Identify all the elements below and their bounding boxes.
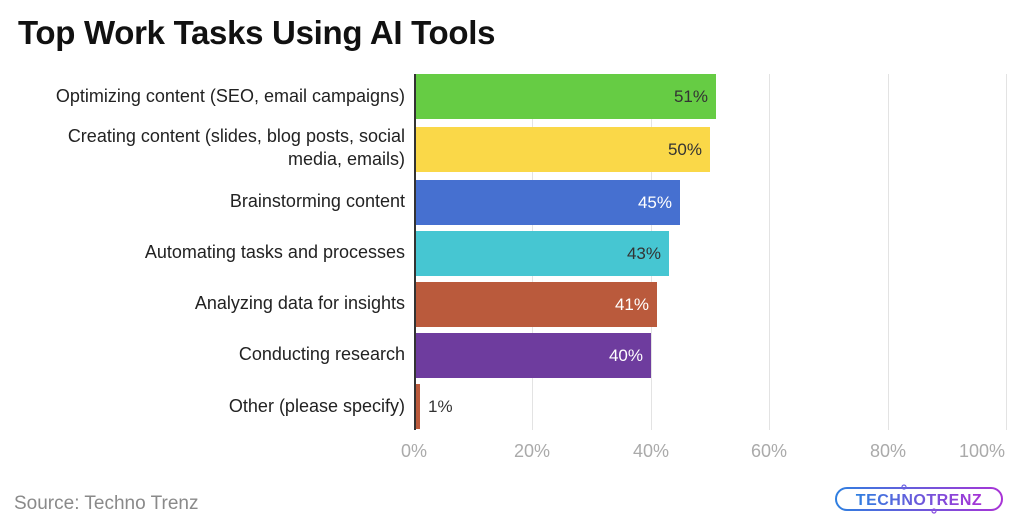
bar-analyzing-data: 41% xyxy=(415,282,657,327)
gridline-100 xyxy=(1006,74,1007,430)
chart-title: Top Work Tasks Using AI Tools xyxy=(18,14,496,51)
category-label: Automating tasks and processes xyxy=(144,242,405,262)
x-tick-label: 40% xyxy=(632,441,670,461)
category-label: Other (please specify) xyxy=(228,396,405,416)
bar-automating-tasks: 43% xyxy=(415,231,669,276)
category-label: Creating content (slides, blog posts, so… xyxy=(67,126,405,169)
bar-value-label: 1% xyxy=(428,396,453,416)
x-tick-label: 60% xyxy=(750,441,788,461)
plot-area: 51% 50% 45% 43% 41% 40% 1% xyxy=(414,74,1007,430)
bar-value-label: 43% xyxy=(626,243,661,263)
bar-value-label: 45% xyxy=(637,192,672,212)
svg-text:TECHNOTRENZ: TECHNOTRENZ xyxy=(856,492,982,509)
source-note: Source: Techno Trenz xyxy=(14,493,199,514)
gridline-80 xyxy=(888,74,889,430)
category-label: Optimizing content (SEO, email campaigns… xyxy=(55,86,405,106)
x-tick-label: 100% xyxy=(958,441,1006,461)
bar-value-label: 51% xyxy=(673,86,708,106)
bar-conducting-research: 40% xyxy=(415,333,651,378)
technotrenz-logo-icon: TECHNOTRENZ xyxy=(834,484,1004,514)
bar-optimizing-content: 51% xyxy=(415,74,716,119)
bar-other: 1% xyxy=(415,384,453,429)
bar-value-label: 50% xyxy=(667,139,702,159)
category-label: Analyzing data for insights xyxy=(194,293,405,313)
y-axis-line xyxy=(414,74,416,430)
gridline-60 xyxy=(769,74,770,430)
category-label: Brainstorming content xyxy=(229,191,405,211)
bar-value-label: 41% xyxy=(614,294,649,314)
bar-creating-content: 50% xyxy=(415,127,710,172)
bar-brainstorming-content: 45% xyxy=(415,180,680,225)
bar-value-label: 40% xyxy=(608,345,643,365)
category-label: Conducting research xyxy=(238,344,405,364)
x-tick-label: 20% xyxy=(513,441,551,461)
x-tick-label: 80% xyxy=(869,441,907,461)
x-tick-label: 0% xyxy=(400,441,428,461)
